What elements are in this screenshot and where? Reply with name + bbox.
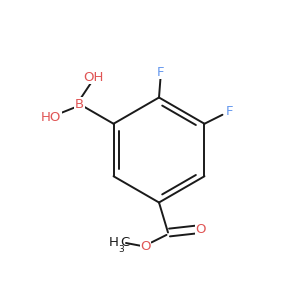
Text: 3: 3: [118, 245, 124, 254]
Text: OH: OH: [83, 71, 104, 84]
Text: F: F: [157, 65, 164, 79]
Text: C: C: [120, 236, 129, 250]
Text: H: H: [109, 236, 118, 250]
Text: O: O: [140, 239, 151, 253]
Text: B: B: [75, 98, 84, 111]
Text: F: F: [226, 105, 234, 118]
Text: HO: HO: [41, 111, 61, 124]
Text: O: O: [196, 223, 206, 236]
